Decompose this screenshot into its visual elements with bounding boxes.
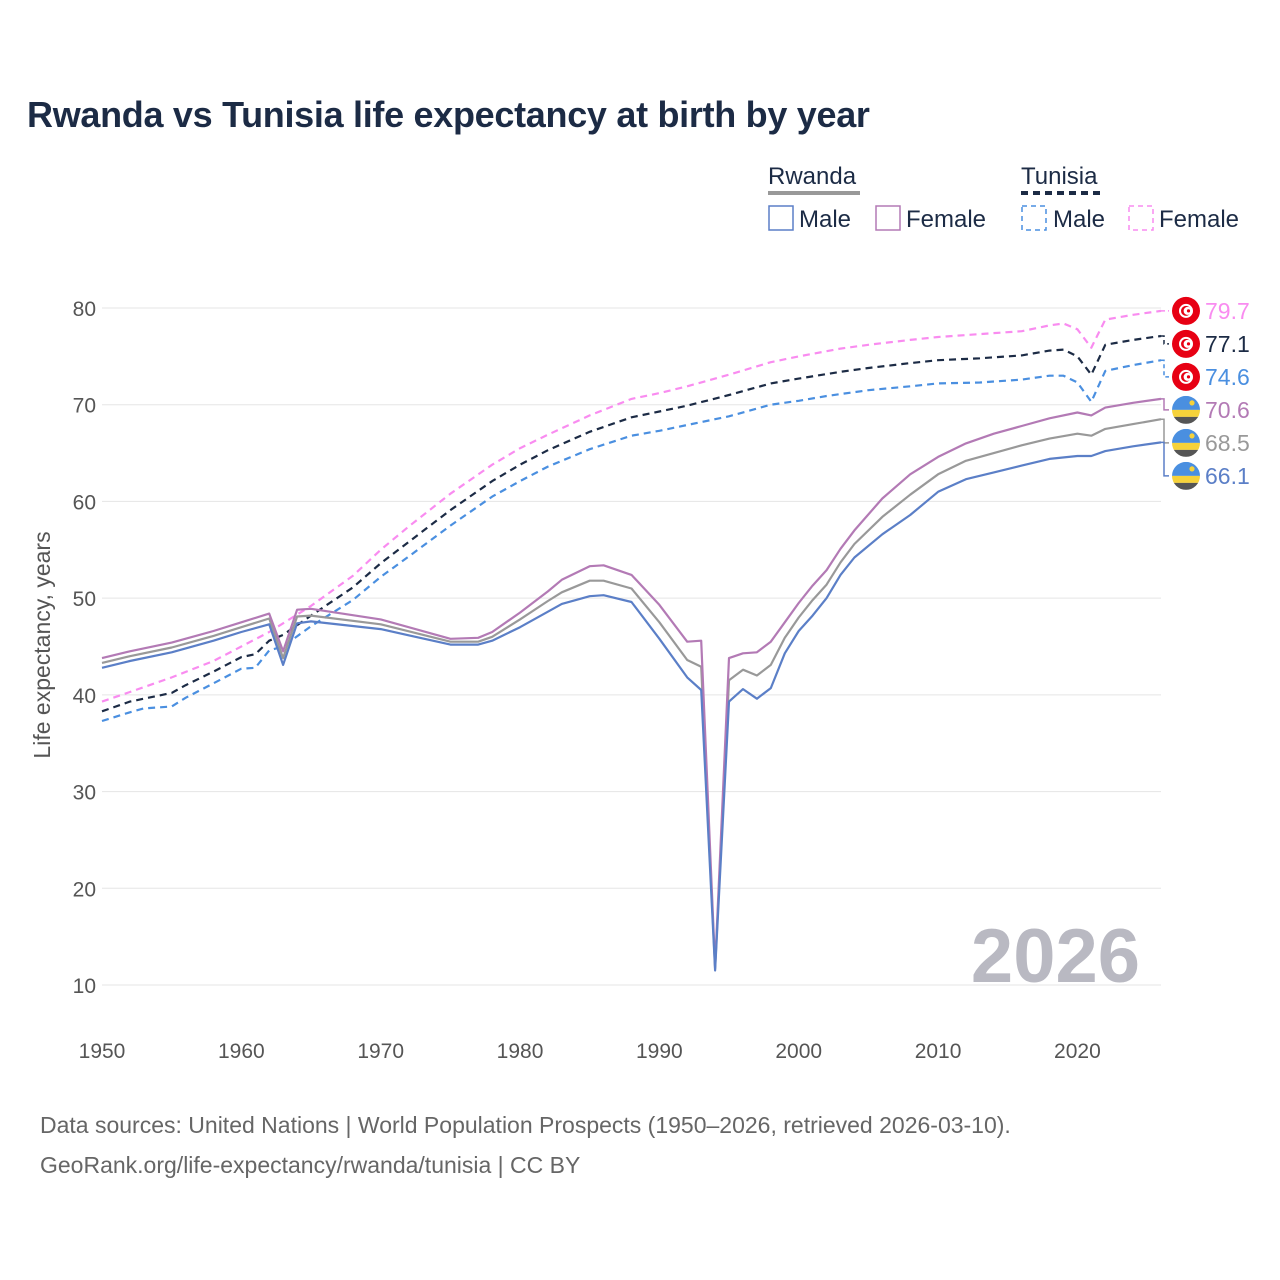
x-tick-label: 1980 bbox=[497, 1040, 544, 1063]
end-value-label: 77.1 bbox=[1205, 331, 1250, 357]
end-labels: 79.7 77.1 74.6 70.6 68.5 66.1 bbox=[1161, 296, 1250, 490]
rwanda-flag-icon bbox=[1172, 428, 1200, 457]
y-tick-label: 10 bbox=[73, 975, 96, 998]
rwanda-flag-icon bbox=[1172, 461, 1200, 490]
end-connector bbox=[1161, 398, 1169, 411]
end-connector bbox=[1161, 359, 1169, 378]
end-value-label: 70.6 bbox=[1205, 397, 1250, 423]
footer: Data sources: United Nations | World Pop… bbox=[40, 1105, 1011, 1185]
end-connector bbox=[1161, 441, 1169, 477]
series-line-tunisia-total[interactable] bbox=[101, 334, 1162, 713]
x-tick-label: 2020 bbox=[1054, 1040, 1101, 1063]
series-line-rwanda-male[interactable] bbox=[101, 441, 1162, 972]
series-lines bbox=[101, 309, 1162, 972]
legend-rwanda-female-label: Female bbox=[906, 206, 986, 233]
end-value-label: 79.7 bbox=[1205, 298, 1250, 324]
data-source-text: Data sources: United Nations | World Pop… bbox=[40, 1112, 1011, 1138]
legend-group-tunisia[interactable]: Tunisia Male Female bbox=[1021, 163, 1239, 233]
line-chart: 10 20 30 40 50 60 70 80 1950 1960 1970 1980 1990 200… bbox=[29, 163, 1250, 1063]
series-line-tunisia-female[interactable] bbox=[101, 309, 1162, 703]
x-tick-label: 1960 bbox=[218, 1040, 265, 1063]
series-line-rwanda-female[interactable] bbox=[101, 397, 1162, 968]
legend-rwanda-male-swatch bbox=[768, 205, 794, 231]
end-connector bbox=[1161, 335, 1169, 345]
source-link[interactable]: GeoRank.org/life-expectancy/rwanda/tunis… bbox=[40, 1152, 581, 1178]
y-tick-label: 60 bbox=[73, 491, 96, 514]
y-tick-label: 50 bbox=[73, 588, 96, 611]
y-tick-label: 20 bbox=[73, 878, 96, 901]
tunisia-flag-icon bbox=[1172, 362, 1200, 391]
legend-rwanda-title: Rwanda bbox=[768, 163, 857, 190]
legend-rwanda-female-swatch bbox=[875, 205, 901, 231]
y-tick-label: 40 bbox=[73, 685, 96, 708]
y-tick-label: 70 bbox=[73, 395, 96, 418]
end-connector bbox=[1161, 418, 1169, 444]
y-axis-label: Life expectancy, years bbox=[29, 531, 55, 758]
x-axis: 1950 1960 1970 1980 1990 2000 2010 2020 bbox=[79, 1040, 1101, 1063]
chart-title: Rwanda vs Tunisia life expectancy at bir… bbox=[27, 94, 870, 135]
rwanda-flag-icon bbox=[1172, 395, 1200, 424]
x-tick-label: 1990 bbox=[636, 1040, 683, 1063]
legend-group-rwanda[interactable]: Rwanda Male Female bbox=[768, 163, 986, 233]
end-value-label: 66.1 bbox=[1205, 463, 1250, 489]
x-tick-label: 2010 bbox=[915, 1040, 962, 1063]
legend-rwanda-male-label: Male bbox=[799, 206, 851, 233]
tunisia-flag-icon bbox=[1172, 329, 1200, 358]
year-watermark: 2026 bbox=[971, 914, 1140, 999]
y-tick-label: 80 bbox=[73, 298, 96, 321]
legend-tunisia-male-swatch bbox=[1021, 205, 1047, 231]
end-value-label: 68.5 bbox=[1205, 430, 1250, 456]
grid-lines bbox=[102, 307, 1161, 986]
legend: Rwanda Male Female Tunisia Male Female bbox=[768, 163, 1239, 233]
x-tick-label: 2000 bbox=[775, 1040, 822, 1063]
legend-tunisia-title: Tunisia bbox=[1021, 163, 1098, 190]
tunisia-flag-icon bbox=[1172, 296, 1200, 325]
legend-tunisia-male-label: Male bbox=[1053, 206, 1105, 233]
end-value-label: 74.6 bbox=[1205, 364, 1250, 390]
y-tick-label: 30 bbox=[73, 782, 96, 805]
legend-tunisia-female-label: Female bbox=[1159, 206, 1239, 233]
y-axis: 10 20 30 40 50 60 70 80 bbox=[73, 298, 96, 998]
legend-tunisia-female-swatch bbox=[1128, 205, 1154, 231]
x-tick-label: 1950 bbox=[79, 1040, 126, 1063]
x-tick-label: 1970 bbox=[357, 1040, 404, 1063]
series-line-tunisia-male[interactable] bbox=[101, 359, 1162, 723]
